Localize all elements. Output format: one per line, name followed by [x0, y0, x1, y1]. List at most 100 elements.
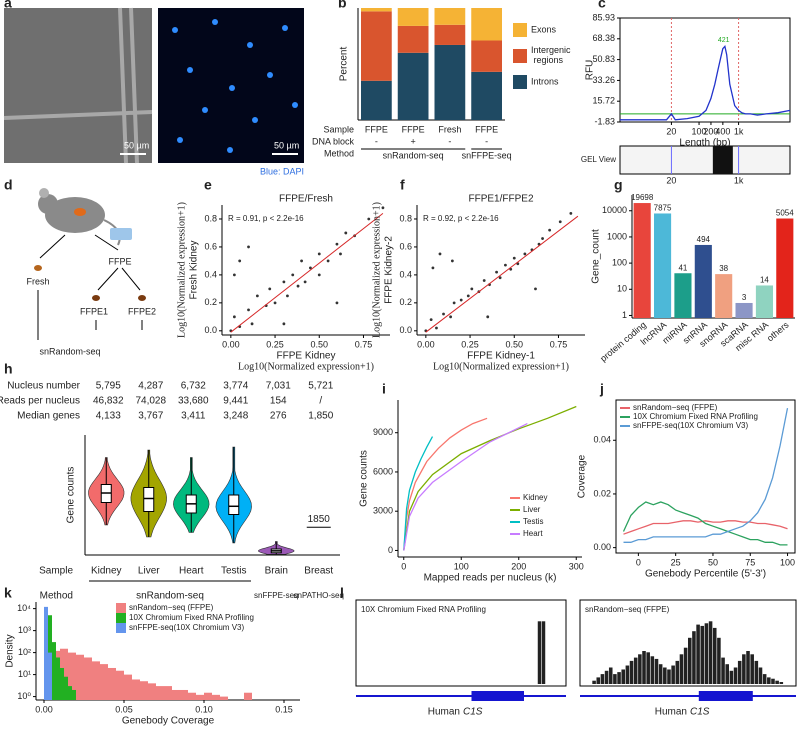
- panel-label: k: [4, 585, 12, 601]
- histogram-bar: [72, 689, 76, 700]
- y-tick-label: 10¹: [18, 669, 31, 679]
- legend-swatch: [116, 613, 126, 623]
- y-axis-label: Gene_count: [591, 229, 602, 284]
- panel-label: a: [4, 0, 12, 11]
- series-line: [403, 436, 434, 551]
- histogram-bar: [44, 606, 48, 700]
- point: [449, 315, 452, 319]
- legend-label: Heart: [523, 529, 543, 538]
- y-tick-label: 3000: [373, 506, 393, 516]
- gel-label: GEL View: [581, 155, 616, 164]
- histogram-bar: [108, 667, 116, 700]
- legend-label: Exons: [531, 24, 557, 34]
- row-label: DNA block: [312, 136, 355, 146]
- legend-label: snFFPE-seq(10X Chromium V3): [129, 623, 244, 632]
- x-sublabel: Log10(Normalized expression+1): [238, 361, 374, 372]
- legend-swatch: [513, 23, 527, 37]
- bar-segment: [397, 52, 429, 120]
- point: [438, 252, 442, 256]
- sample-label: Kidney: [91, 566, 122, 577]
- y-tick-label: 0.8: [204, 213, 217, 223]
- coverage-bar: [658, 664, 663, 684]
- x-tick-label: 0.75: [550, 339, 568, 349]
- box: [143, 487, 155, 512]
- coverage-bar: [729, 670, 734, 684]
- x-axis-label: FFPE Kidney-1: [467, 351, 535, 362]
- histogram-bar: [244, 692, 252, 700]
- point: [232, 273, 236, 277]
- x-axis-label: Genebody Percentile (5'-3'): [645, 569, 766, 580]
- gene-label: Human: [655, 707, 687, 718]
- coverage-bar: [779, 682, 784, 684]
- table-cell: 276: [270, 411, 287, 422]
- point: [504, 263, 507, 267]
- point: [381, 206, 385, 210]
- coverage-bar: [750, 654, 754, 684]
- coverage-bar: [600, 674, 605, 684]
- gel-tick-label: 1k: [734, 175, 744, 185]
- point: [569, 211, 573, 215]
- y-sublabel: Log10(Normalized expression+1): [176, 202, 187, 338]
- value-label: 41: [678, 263, 687, 272]
- method-label: snFFPE-seq: [254, 591, 298, 600]
- point: [255, 294, 259, 298]
- y-tick-label: 1000: [607, 231, 627, 241]
- table-cell: 33,680: [178, 396, 209, 407]
- bar-segment: [471, 71, 502, 120]
- legend-swatch: [116, 623, 126, 633]
- x-axis-label: Mapped reads per nucleus (k): [424, 573, 557, 584]
- table-cell: 46,832: [93, 396, 124, 407]
- panel-label: c: [598, 0, 606, 11]
- y-tick-label: 10²: [18, 647, 31, 657]
- y-tick-label: 0.0: [399, 325, 412, 335]
- value-label: 5054: [776, 209, 794, 218]
- coverage-bar: [596, 677, 601, 684]
- coverage-bar: [725, 664, 729, 684]
- bar: [674, 273, 692, 318]
- legend-label: Kidney: [523, 493, 547, 502]
- y-axis-label: RFU: [585, 60, 596, 81]
- point: [495, 270, 498, 274]
- table-cell: 154: [270, 396, 287, 407]
- stain-label: Blue: DAPI: [260, 166, 304, 176]
- y-tick-label: -1.83: [594, 116, 615, 126]
- point: [317, 273, 321, 277]
- coverage-bar: [541, 621, 546, 684]
- y-tick-label: 33.26: [592, 75, 615, 85]
- row-label: Sample: [323, 124, 354, 134]
- bar-segment: [361, 8, 392, 12]
- box: [228, 494, 240, 515]
- x-tick-label: 75: [745, 557, 755, 567]
- point: [250, 322, 254, 326]
- sample-label: Fresh: [438, 124, 461, 134]
- coverage-bar: [688, 637, 692, 684]
- point: [282, 280, 286, 284]
- point: [435, 326, 438, 330]
- y-tick-label: 0.00: [593, 542, 611, 552]
- x-tick-label: 0.00: [35, 704, 53, 714]
- x-tick-label: 0: [636, 557, 641, 567]
- gene-label: Human: [428, 707, 460, 718]
- row-label: Nucleus number: [7, 381, 80, 392]
- bar: [715, 274, 733, 318]
- brightfield-image: [4, 8, 152, 163]
- coverage-bar: [696, 624, 700, 684]
- x-tick-label: 0.25: [266, 339, 284, 349]
- y-sublabel: Log10(Normalized expression+1): [371, 202, 382, 338]
- table-cell: 5,795: [96, 381, 121, 392]
- coverage-bar: [746, 651, 750, 684]
- bar-segment: [434, 8, 466, 25]
- y-tick-label: 9000: [373, 427, 393, 437]
- x-tick-label: 0.15: [275, 704, 293, 714]
- legend-label: 10X Chromium Fixed RNA Profiling: [129, 613, 254, 622]
- sample-label: FFPE: [475, 124, 498, 134]
- point: [268, 287, 272, 291]
- coverage-bar: [621, 669, 625, 684]
- series-line: [403, 405, 577, 551]
- panel-label: f: [400, 177, 405, 193]
- x-tick-label: 0.05: [115, 704, 133, 714]
- dna-block-label: -: [375, 136, 378, 146]
- point: [335, 301, 339, 305]
- node-label: FFPE2: [128, 306, 156, 316]
- x-tick-label: 0.50: [310, 339, 328, 349]
